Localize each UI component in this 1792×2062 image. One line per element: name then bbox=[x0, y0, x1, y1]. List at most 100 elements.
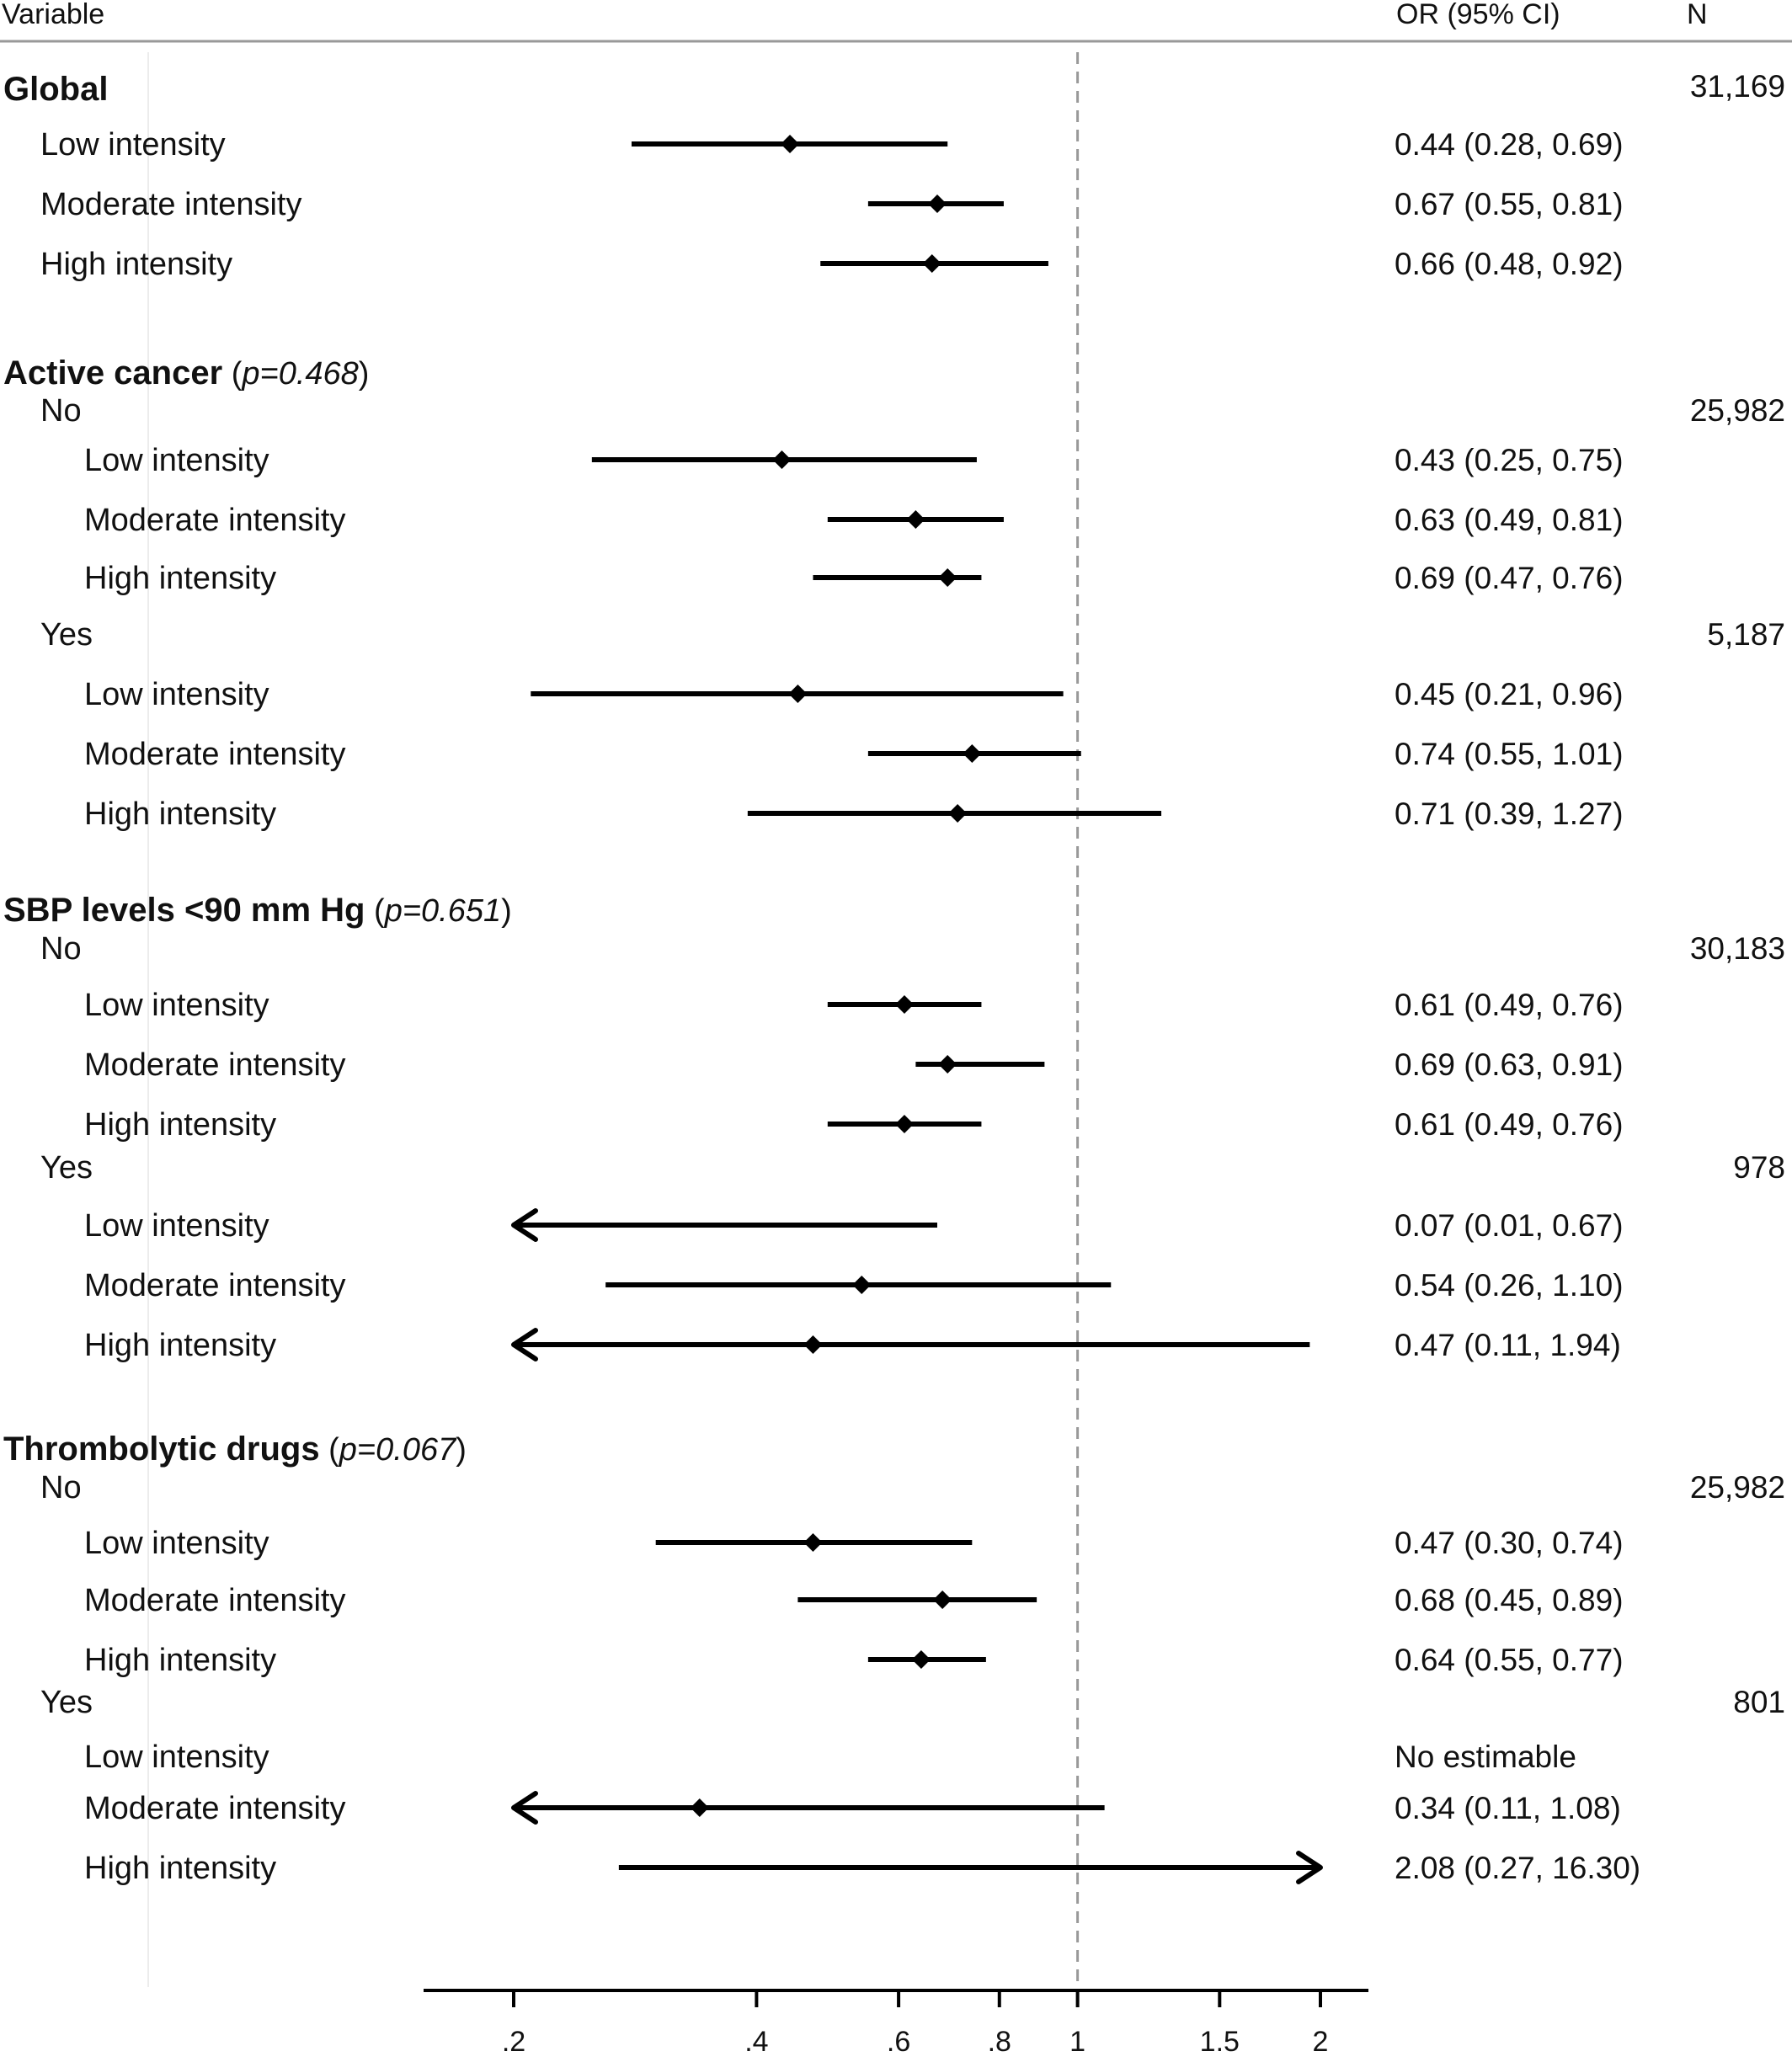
x-tick-label: 2 bbox=[1313, 2026, 1329, 2058]
forest-row: Moderate intensity 0.74 (0.55, 1.01) bbox=[84, 737, 1624, 772]
subgroup-label: No bbox=[40, 931, 82, 967]
x-tick-label: 1.5 bbox=[1200, 2026, 1240, 2058]
row-label: High intensity bbox=[84, 1643, 276, 1678]
or-ci-text: 0.07 (0.01, 0.67) bbox=[1395, 1208, 1624, 1243]
row-label: High intensity bbox=[84, 1328, 276, 1363]
row-label: Moderate intensity bbox=[84, 737, 346, 772]
pvalue-paren-close: ) bbox=[359, 356, 370, 392]
or-ci-text: 0.63 (0.49, 0.81) bbox=[1395, 503, 1624, 537]
point-estimate bbox=[894, 995, 914, 1014]
x-tick-label: .2 bbox=[502, 2026, 525, 2058]
or-ci-text: 0.47 (0.30, 0.74) bbox=[1395, 1526, 1624, 1560]
pvalue-paren-open: ( bbox=[222, 356, 243, 392]
or-ci-text: 2.08 (0.27, 16.30) bbox=[1395, 1851, 1640, 1885]
x-tick-label: .6 bbox=[887, 2026, 910, 2058]
interaction-pvalue: p=0.067 bbox=[339, 1432, 457, 1468]
ci-arrowhead bbox=[511, 1208, 538, 1242]
or-ci-text: 0.69 (0.63, 0.91) bbox=[1395, 1047, 1624, 1082]
ci-arrowhead bbox=[1296, 1851, 1323, 1884]
header-variable: Variable bbox=[2, 0, 104, 30]
group-name: SBP levels <90 mm Hg bbox=[3, 892, 365, 929]
forest-row: Moderate intensity 0.69 (0.63, 0.91) bbox=[84, 1047, 1624, 1083]
point-estimate bbox=[963, 744, 982, 763]
sample-size: 25,982 bbox=[1690, 393, 1785, 428]
forest-row: High intensity 0.71 (0.39, 1.27) bbox=[84, 797, 1624, 832]
sample-size: 25,982 bbox=[1690, 1470, 1785, 1505]
row-label: Moderate intensity bbox=[40, 187, 302, 222]
row-label: High intensity bbox=[40, 247, 232, 282]
subgroup-label: Yes bbox=[40, 617, 93, 653]
forest-row: Low intensity 0.07 (0.01, 0.67) bbox=[84, 1208, 1624, 1244]
group-label: Global bbox=[3, 71, 108, 108]
forest-row: High intensity 0.66 (0.48, 0.92) bbox=[40, 247, 1624, 282]
point-estimate bbox=[927, 194, 947, 213]
row-label: Moderate intensity bbox=[84, 503, 346, 538]
point-estimate bbox=[690, 1798, 709, 1817]
row-label: Low intensity bbox=[84, 1208, 269, 1244]
row-label: High intensity bbox=[84, 1851, 276, 1886]
forest-row: High intensity 0.69 (0.47, 0.76) bbox=[84, 561, 1624, 596]
row-label: Moderate intensity bbox=[84, 1047, 346, 1083]
forest-row: Low intensity No estimable bbox=[84, 1740, 1576, 1775]
row-label: Low intensity bbox=[84, 988, 269, 1023]
forest-row: Moderate intensity 0.63 (0.49, 0.81) bbox=[84, 503, 1624, 538]
pvalue-paren-open: ( bbox=[320, 1432, 340, 1468]
sample-size: 801 bbox=[1733, 1685, 1785, 1719]
group-label: Thrombolytic drugs (p=0.067) bbox=[3, 1431, 467, 1468]
group-label: SBP levels <90 mm Hg (p=0.651) bbox=[3, 892, 512, 929]
or-ci-text: 0.64 (0.55, 0.77) bbox=[1395, 1643, 1624, 1677]
forest-row: Moderate intensity 0.34 (0.11, 1.08) bbox=[84, 1791, 1621, 1826]
point-estimate bbox=[933, 1590, 952, 1609]
point-estimate bbox=[788, 685, 808, 703]
forest-rows: Global 31,169 Low intensity 0.44 (0.28, 0.6… bbox=[3, 69, 1785, 1886]
sample-size: 978 bbox=[1733, 1150, 1785, 1185]
point-estimate bbox=[922, 254, 941, 273]
sample-size: 30,183 bbox=[1690, 931, 1785, 966]
group-heading-row: Global 31,169 bbox=[3, 69, 1785, 108]
point-estimate bbox=[781, 135, 800, 153]
interaction-pvalue: p=0.468 bbox=[241, 356, 358, 392]
row-label: Moderate intensity bbox=[84, 1268, 346, 1303]
or-ci-text: 0.44 (0.28, 0.69) bbox=[1395, 127, 1624, 162]
subgroup-label: No bbox=[40, 1470, 82, 1505]
or-ci-text: 0.68 (0.45, 0.89) bbox=[1395, 1583, 1624, 1617]
group-heading-row: SBP levels <90 mm Hg (p=0.651) bbox=[3, 892, 512, 929]
x-tick-label: 1 bbox=[1069, 2026, 1085, 2058]
or-ci-text: 0.47 (0.11, 1.94) bbox=[1395, 1328, 1621, 1362]
point-estimate bbox=[803, 1533, 823, 1552]
pvalue-paren-close: ) bbox=[456, 1432, 467, 1468]
or-ci-text: No estimable bbox=[1395, 1740, 1576, 1774]
table-header: Variable OR (95% CI) N bbox=[0, 0, 1792, 43]
group-heading-row: Thrombolytic drugs (p=0.067) bbox=[3, 1431, 467, 1468]
header-n: N bbox=[1687, 0, 1708, 30]
or-ci-text: 0.34 (0.11, 1.08) bbox=[1395, 1791, 1621, 1825]
point-estimate bbox=[894, 1115, 914, 1133]
row-label: Low intensity bbox=[84, 443, 269, 478]
forest-row: High intensity 0.47 (0.11, 1.94) bbox=[84, 1328, 1621, 1363]
point-estimate bbox=[911, 1650, 931, 1669]
point-estimate bbox=[948, 804, 968, 823]
or-ci-text: 0.45 (0.21, 0.96) bbox=[1395, 677, 1624, 711]
group-name: Active cancer bbox=[3, 354, 222, 392]
row-label: High intensity bbox=[84, 561, 276, 596]
or-ci-text: 0.61 (0.49, 0.76) bbox=[1395, 988, 1624, 1022]
forest-row: Moderate intensity 0.67 (0.55, 0.81) bbox=[40, 187, 1624, 222]
sample-size: 31,169 bbox=[1690, 69, 1785, 104]
subgroup-label: Yes bbox=[40, 1685, 93, 1720]
ci-arrowhead bbox=[511, 1791, 538, 1825]
or-ci-text: 0.71 (0.39, 1.27) bbox=[1395, 797, 1624, 831]
or-ci-text: 0.43 (0.25, 0.75) bbox=[1395, 443, 1624, 477]
subgroup-row: No 25,982 bbox=[40, 1470, 1785, 1505]
subgroup-row: Yes 801 bbox=[40, 1685, 1785, 1720]
header-or-ci: OR (95% CI) bbox=[1396, 0, 1560, 30]
x-axis: .2 .4 .6 .8 1 1.5 2 bbox=[424, 1989, 1368, 2058]
or-ci-text: 0.74 (0.55, 1.01) bbox=[1395, 737, 1624, 771]
row-label: Low intensity bbox=[84, 1526, 269, 1561]
pvalue-paren-open: ( bbox=[365, 893, 386, 929]
row-label: Moderate intensity bbox=[84, 1583, 346, 1618]
forest-row: High intensity 2.08 (0.27, 16.30) bbox=[84, 1851, 1640, 1886]
forest-row: Low intensity 0.61 (0.49, 0.76) bbox=[84, 988, 1624, 1023]
forest-row: Low intensity 0.43 (0.25, 0.75) bbox=[84, 443, 1624, 478]
subgroup-label: No bbox=[40, 393, 82, 429]
pvalue-paren-close: ) bbox=[501, 893, 512, 929]
